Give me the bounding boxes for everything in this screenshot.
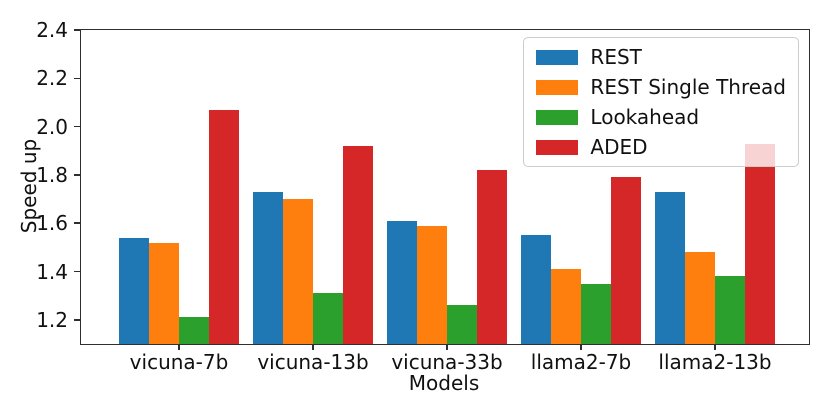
x-tick-mark xyxy=(446,344,448,350)
y-tick-label: 1.2 xyxy=(36,307,68,332)
bar-rest-single-thread-vicuna-13b xyxy=(283,199,313,344)
bar-rest-vicuna-33b xyxy=(387,220,417,344)
bar-rest-single-thread-vicuna-33b xyxy=(417,225,447,344)
y-tick-mark xyxy=(74,319,80,321)
x-tick-mark xyxy=(178,344,180,350)
y-tick-label: 1.8 xyxy=(36,162,68,187)
y-tick-label: 2.2 xyxy=(36,66,68,91)
legend-entry-rest: REST xyxy=(536,46,786,68)
bar-aded-llama2-13b xyxy=(745,143,775,344)
x-axis-label: Models xyxy=(408,371,480,395)
legend-entry-label: Lookahead xyxy=(590,105,700,129)
bar-rest-single-thread-llama2-7b xyxy=(551,269,581,344)
x-tick-mark xyxy=(312,344,314,350)
y-tick-mark xyxy=(74,29,80,31)
x-tick-label-llama2-13b: llama2-13b xyxy=(658,350,772,374)
bar-aded-llama2-7b xyxy=(611,177,641,344)
y-tick-label: 1.4 xyxy=(36,259,68,284)
y-tick-mark xyxy=(74,270,80,273)
bar-aded-vicuna-13b xyxy=(343,145,373,344)
bar-rest-llama2-7b xyxy=(521,235,551,344)
bar-rest-vicuna-7b xyxy=(119,237,149,344)
legend-entry-aded: ADED xyxy=(536,136,786,158)
legend-color-swatch xyxy=(536,139,579,155)
legend-color-swatch xyxy=(536,49,579,65)
bar-rest-vicuna-13b xyxy=(253,191,283,344)
legend: REST REST Single Thread Lookahead ADED xyxy=(523,37,799,167)
x-tick-label-vicuna-13b: vicuna-13b xyxy=(257,350,369,374)
legend-entry-label: REST xyxy=(590,45,642,69)
bar-lookahead-vicuna-33b xyxy=(447,305,477,344)
bar-lookahead-llama2-7b xyxy=(581,283,611,344)
bar-rest-single-thread-llama2-13b xyxy=(685,252,715,344)
y-tick-label: 2.0 xyxy=(36,114,68,139)
legend-entry-label: ADED xyxy=(590,135,648,159)
plot-area: 1.2 1.4 1.6 1.8 2.0 2.2 2.4 vicuna-7b vicuna-13… xyxy=(36,20,810,372)
y-tick-label: 2.4 xyxy=(36,18,68,42)
y-tick-mark xyxy=(74,222,80,224)
bar-rest-single-thread-vicuna-7b xyxy=(149,242,179,344)
legend-color-swatch xyxy=(536,79,579,95)
bar-lookahead-llama2-13b xyxy=(715,276,745,344)
legend-entry-label: REST Single Thread xyxy=(590,75,786,99)
y-tick-mark xyxy=(74,125,80,128)
bar-aded-vicuna-33b xyxy=(477,170,507,344)
y-tick-mark xyxy=(74,174,80,176)
legend-entry-rest-single-thread: REST Single Thread xyxy=(536,76,786,98)
y-tick-label: 1.6 xyxy=(36,211,68,236)
x-tick-label-vicuna-7b: vicuna-7b xyxy=(129,350,229,374)
x-tick-mark xyxy=(714,344,716,350)
y-tick-mark xyxy=(74,77,80,80)
bar-rest-llama2-13b xyxy=(655,191,685,344)
x-tick-label-llama2-7b: llama2-7b xyxy=(530,350,632,374)
bar-aded-vicuna-7b xyxy=(209,109,239,344)
bar-lookahead-vicuna-13b xyxy=(313,293,343,344)
legend-entry-lookahead: Lookahead xyxy=(536,106,786,128)
bar-lookahead-vicuna-7b xyxy=(179,317,209,344)
x-tick-label-vicuna-33b: vicuna-33b xyxy=(391,350,503,374)
x-tick-mark xyxy=(580,344,582,350)
legend-color-swatch xyxy=(536,109,579,125)
